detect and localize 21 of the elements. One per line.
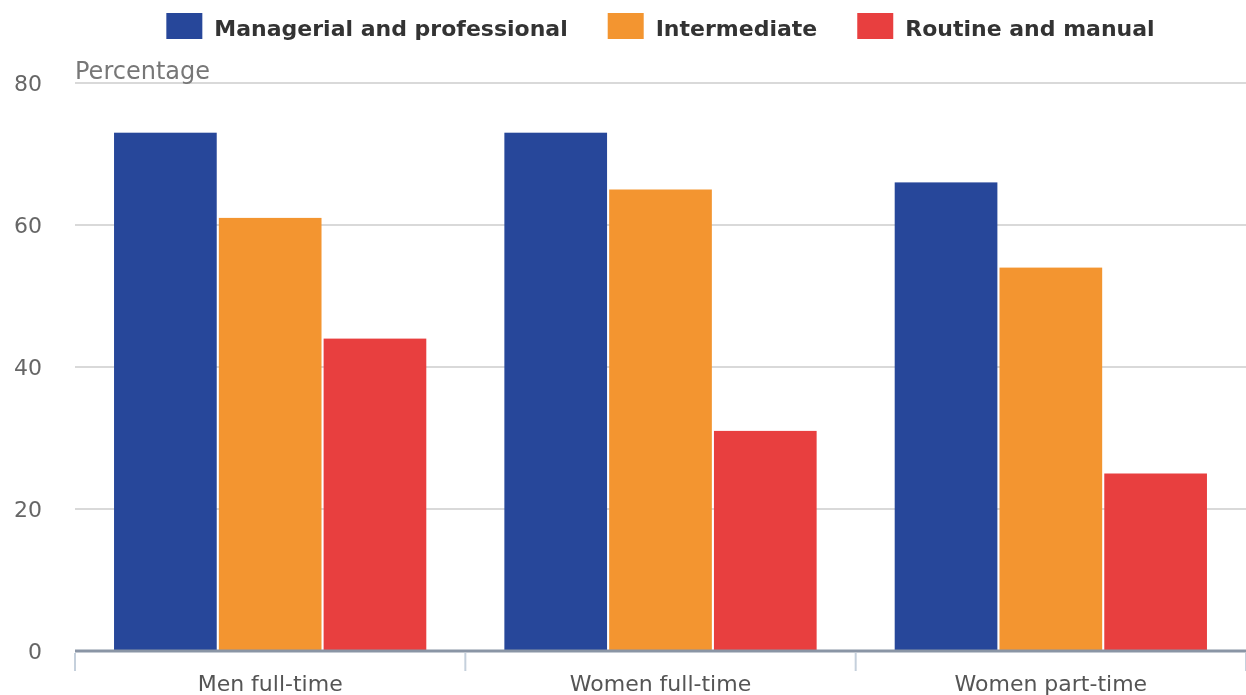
legend-label: Managerial and professional bbox=[214, 15, 568, 41]
y-tick-label: 60 bbox=[14, 212, 42, 238]
bar bbox=[504, 132, 608, 651]
bar bbox=[609, 189, 712, 651]
x-tick-label: Women full-time bbox=[569, 671, 752, 695]
x-tick-label: Women part-time bbox=[954, 671, 1148, 695]
bar bbox=[218, 217, 322, 651]
x-tick-label: Men full-time bbox=[197, 671, 343, 695]
legend-label: Routine and manual bbox=[905, 15, 1155, 41]
y-tick-label: 20 bbox=[14, 496, 42, 522]
bar bbox=[323, 338, 427, 651]
bar bbox=[999, 267, 1103, 651]
legend-label: Intermediate bbox=[655, 15, 818, 41]
bar bbox=[894, 182, 998, 651]
bar bbox=[713, 430, 817, 651]
y-tick-label: 40 bbox=[14, 354, 42, 380]
y-axis-title: Percentage bbox=[75, 57, 211, 85]
y-tick-label: 80 bbox=[14, 70, 42, 96]
bar bbox=[1104, 473, 1207, 651]
bar bbox=[114, 132, 217, 651]
y-tick-label: 0 bbox=[28, 638, 42, 664]
